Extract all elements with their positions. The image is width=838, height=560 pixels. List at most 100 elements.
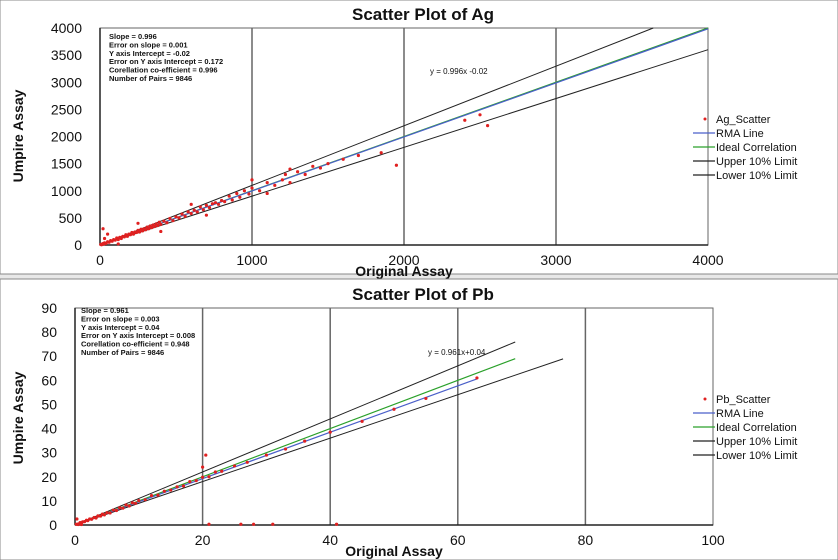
ag-grid: [99, 27, 709, 246]
pb-scatter-point: [111, 508, 115, 512]
pb-panel-background: [0, 278, 838, 560]
pb-y-tick-label: 80: [41, 324, 57, 340]
ag-stat-line: Y axis Intercept = -0.02: [109, 49, 190, 58]
pb-ideal-line: [74, 358, 516, 526]
pb-scatter-point: [207, 475, 211, 479]
pb-points: [74, 376, 479, 527]
ag-scatter-point: [235, 191, 239, 196]
ag-stat-line: Error on slope = 0.001: [109, 40, 188, 49]
pb-scatter-point: [252, 522, 256, 526]
ag-scatter-point: [198, 205, 202, 209]
ag-y-tick-label: 4000: [51, 20, 82, 36]
pb-x-ticks: 0 20 40 60 80 100: [71, 532, 725, 548]
pb-regression-equation: y = 0.961x+0.04: [428, 348, 486, 357]
pb-scatter-point: [328, 430, 332, 434]
pb-scatter-point: [204, 453, 208, 457]
pb-y-tick-label: 70: [41, 348, 57, 364]
ag-x-tick-label: 4000: [692, 252, 723, 268]
ag-scatter-point: [326, 162, 330, 166]
ag-scatter-point: [463, 118, 467, 122]
ag-scatter-point: [204, 213, 208, 217]
ag-scatter-point: [242, 189, 246, 193]
ag-legend-label: RMA Line: [716, 128, 764, 140]
ag-scatter-chart: Scatter Plot of Ag 0 500 1000 1500 2000 2500 3…: [10, 5, 797, 279]
ag-scatter-point: [116, 242, 120, 246]
pb-scatter-point: [220, 469, 224, 473]
pb-scatter-point: [76, 522, 80, 527]
pb-y-tick-label: 10: [41, 493, 57, 509]
ag-x-tick-label: 0: [96, 252, 104, 268]
ag-scatter-point: [486, 124, 490, 128]
pb-legend-label: Ideal Correlation: [716, 422, 797, 434]
ag-scatter-point: [153, 224, 157, 229]
ag-lower-line: [99, 49, 709, 246]
pb-scatter-point: [283, 447, 288, 451]
ag-scatter-point: [201, 208, 205, 212]
ag-legend-label: Upper 10% Limit: [716, 156, 797, 168]
pb-lines: [74, 341, 564, 526]
pb-scatter-point: [360, 419, 364, 423]
pb-scatter-point: [143, 498, 147, 502]
ag-lines: [99, 27, 709, 246]
ag-scatter-point: [220, 198, 224, 203]
ag-scatter-point: [106, 232, 110, 236]
pb-chart-title: Scatter Plot of Pb: [352, 285, 494, 304]
ag-scatter-point: [356, 153, 360, 158]
pb-x-tick-label: 40: [322, 532, 338, 548]
ag-rma-line: [99, 28, 709, 246]
pb-y-ticks: 0 10 20 30 40 50 60 70 80 90: [41, 300, 57, 533]
ag-scatter-point: [177, 216, 181, 220]
ag-upper-line: [99, 27, 654, 246]
ag-scatter-point: [288, 181, 292, 185]
pb-stat-line: Corellation co-efficient = 0.948: [81, 340, 190, 349]
pb-y-tick-label: 30: [41, 445, 57, 461]
ag-x-ticks: 0 1000 2000 3000 4000: [96, 252, 724, 268]
pb-lower-line: [74, 358, 564, 526]
pb-scatter-point: [271, 522, 275, 526]
ag-scatter-point: [296, 170, 300, 174]
ag-x-tick-label: 1000: [236, 252, 267, 268]
ag-points: [99, 113, 490, 247]
pb-scatter-point: [75, 517, 79, 521]
pb-legend-label: RMA Line: [716, 408, 764, 420]
ag-y-tick-label: 1500: [51, 156, 82, 172]
ag-scatter-point: [227, 194, 231, 198]
ag-scatter-point: [341, 157, 345, 161]
ag-scatter-point: [165, 221, 169, 225]
ag-x-axis-label: Original Assay: [355, 263, 453, 279]
ag-scatter-point: [250, 186, 254, 190]
ag-legend-marker-scatter: [703, 117, 707, 121]
ag-x-tick-label: 3000: [540, 252, 571, 268]
ag-y-tick-label: 1000: [51, 183, 82, 199]
pb-scatter-point: [232, 464, 237, 468]
ag-y-tick-label: 3000: [51, 74, 82, 90]
pb-legend-label: Pb_Scatter: [716, 394, 771, 406]
pb-scatter-point: [137, 499, 141, 503]
ag-panel-background: [0, 0, 838, 275]
pb-x-tick-label: 60: [450, 532, 466, 548]
pb-scatter-point: [169, 488, 173, 492]
pb-scatter-point: [89, 517, 94, 521]
pb-scatter-point: [130, 501, 135, 505]
pb-scatter-point: [334, 522, 339, 526]
ag-scatter-point: [162, 219, 166, 223]
ag-y-axis-label: Umpire Assay: [10, 89, 26, 182]
ag-scatter-point: [159, 222, 163, 226]
ag-scatter-point: [147, 227, 151, 231]
pb-scatter-point: [194, 479, 198, 483]
pb-x-axis-label: Original Assay: [345, 543, 443, 559]
pb-y-axis-label: Umpire Assay: [10, 371, 26, 464]
ag-scatter-point: [280, 178, 284, 182]
pb-scatter-point: [239, 522, 243, 526]
ag-legend-label: Ideal Correlation: [716, 142, 797, 154]
pb-scatter-point: [79, 522, 83, 527]
pb-y-tick-label: 60: [41, 372, 57, 388]
ag-scatter-point: [318, 166, 322, 170]
ag-scatter-point: [156, 223, 160, 228]
ag-scatter-point: [311, 164, 315, 168]
pb-scatter-point: [156, 493, 160, 497]
pb-y-tick-label: 40: [41, 421, 57, 437]
ag-scatter-point: [283, 172, 288, 177]
ag-y-ticks: 0 500 1000 1500 2000 2500 3000 3500 4000: [51, 20, 82, 253]
